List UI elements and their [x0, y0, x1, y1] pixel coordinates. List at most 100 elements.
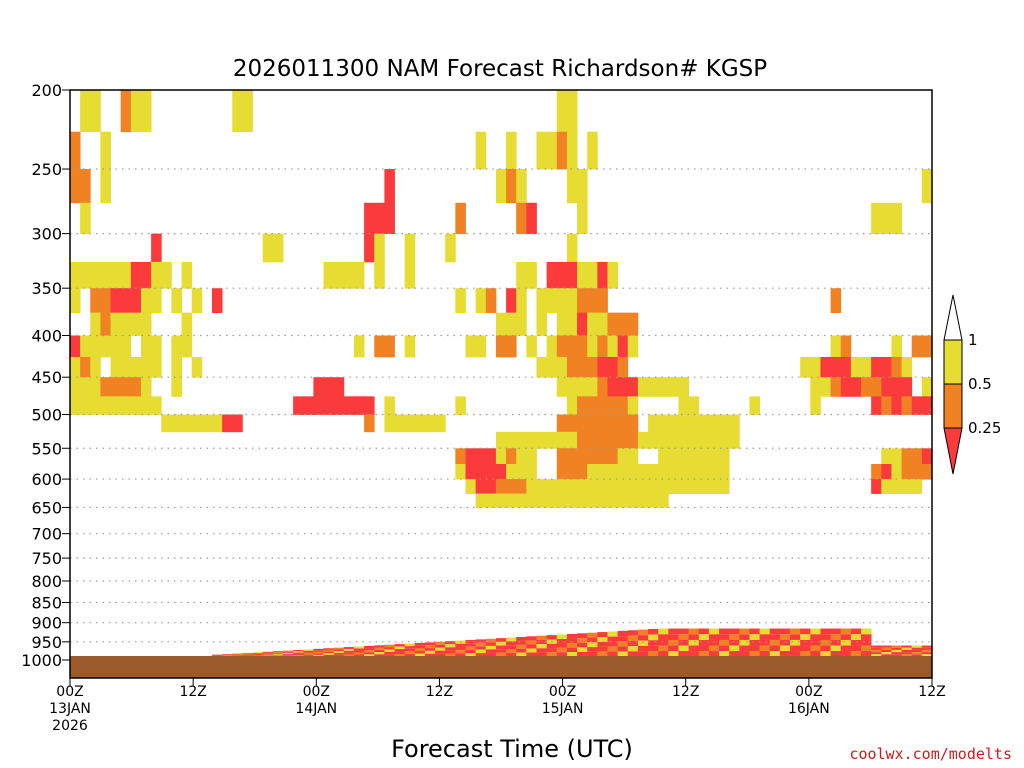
ri-cell: [759, 639, 771, 646]
ri-cell: [881, 464, 892, 480]
ri-cell: [566, 448, 578, 465]
ri-cell: [607, 377, 619, 397]
ri-cell: [262, 654, 274, 656]
y-tick-label: 200: [31, 81, 62, 100]
ri-cell: [546, 643, 558, 649]
ri-cell: [465, 646, 477, 650]
ri-cell: [526, 448, 537, 465]
ri-cell: [871, 377, 882, 397]
ri-cell: [729, 651, 740, 657]
ri-cell: [100, 335, 111, 358]
ri-cell: [769, 634, 781, 640]
ri-cell: [779, 628, 791, 635]
ri-cell: [364, 202, 375, 234]
ri-cell: [526, 652, 537, 657]
ri-cell: [120, 288, 132, 314]
ri-cell: [151, 288, 162, 314]
ri-cell: [668, 479, 679, 494]
ri-cell: [100, 131, 111, 170]
ri-cell: [617, 641, 629, 647]
ri-cell: [587, 431, 598, 449]
ri-cell: [130, 377, 142, 397]
ri-cell: [587, 448, 598, 465]
ri-cell: [617, 414, 629, 433]
ri-cell: [110, 335, 122, 358]
ri-cell: [556, 414, 568, 433]
colorbar-bottom-arrow: [943, 427, 963, 475]
ri-cell: [637, 493, 649, 508]
ri-cell: [506, 645, 517, 650]
ri-cell: [242, 90, 253, 133]
ri-cell: [597, 288, 608, 314]
ri-cell: [566, 377, 578, 397]
ri-cell: [587, 632, 598, 638]
ri-cell: [546, 652, 558, 657]
ri-cell: [678, 431, 690, 449]
ri-cell: [850, 634, 862, 640]
ri-cell: [303, 652, 314, 654]
ri-cell: [556, 643, 568, 648]
ri-cell: [323, 649, 335, 652]
y-tick-label: 800: [31, 572, 62, 591]
ri-cell: [678, 634, 690, 640]
ri-cell: [455, 202, 466, 234]
ri-cell: [861, 377, 872, 397]
credit-link[interactable]: coolwx.com/modelts: [849, 745, 1012, 763]
ri-cell: [587, 642, 598, 648]
ri-cell: [779, 634, 791, 640]
ri-cell: [374, 649, 385, 653]
ri-cell: [526, 644, 537, 649]
ri-cell: [384, 202, 395, 234]
ri-cell: [384, 647, 395, 650]
x-tick-label: 00Z: [56, 684, 83, 700]
ri-cell: [577, 288, 588, 314]
ri-cell: [384, 651, 395, 655]
ri-cell: [485, 649, 497, 653]
ri-cell: [668, 414, 679, 433]
ri-cell: [516, 448, 527, 465]
x-tick-label: 2026: [52, 718, 88, 734]
ri-cell: [516, 431, 527, 449]
ri-cell: [881, 377, 892, 397]
ri-cell: [506, 448, 517, 465]
ri-cell: [70, 396, 81, 415]
ri-cell: [577, 479, 588, 494]
ri-cell: [566, 288, 578, 314]
ri-cell: [272, 651, 284, 653]
ri-cell: [404, 653, 416, 657]
ri-cell: [678, 448, 690, 465]
ri-cell: [891, 377, 902, 397]
ri-cell: [110, 312, 122, 336]
ri-cell: [587, 335, 598, 358]
x-tick-label: 12Z: [918, 684, 945, 700]
ri-cell: [333, 261, 345, 289]
ri-cell: [637, 629, 649, 636]
ri-cell: [921, 645, 933, 648]
ri-cell: [556, 288, 568, 314]
ri-cell: [597, 414, 608, 433]
ri-cell: [252, 654, 264, 656]
ri-cell: [881, 654, 892, 657]
ri-cell: [455, 448, 466, 465]
ri-cell: [597, 261, 608, 289]
ri-cell: [678, 479, 690, 494]
ri-cell: [688, 628, 700, 635]
y-tick-label: 550: [31, 439, 62, 458]
ri-cell: [850, 651, 862, 657]
ri-cell: [698, 414, 710, 433]
ri-cell: [779, 639, 791, 646]
ri-cell: [353, 396, 365, 415]
ri-cell: [120, 312, 132, 336]
ri-cell: [70, 377, 81, 397]
ri-cell: [891, 335, 902, 358]
ri-cell: [293, 652, 304, 654]
ri-cell: [901, 649, 913, 653]
ri-cell: [343, 654, 355, 657]
ri-cell: [648, 493, 659, 508]
ri-cell: [191, 356, 203, 378]
y-tick-label: 500: [31, 406, 62, 425]
ri-cell: [120, 356, 132, 378]
ri-cell: [120, 335, 132, 358]
ri-cell: [435, 653, 446, 657]
pressure-gridlines: [70, 168, 932, 643]
